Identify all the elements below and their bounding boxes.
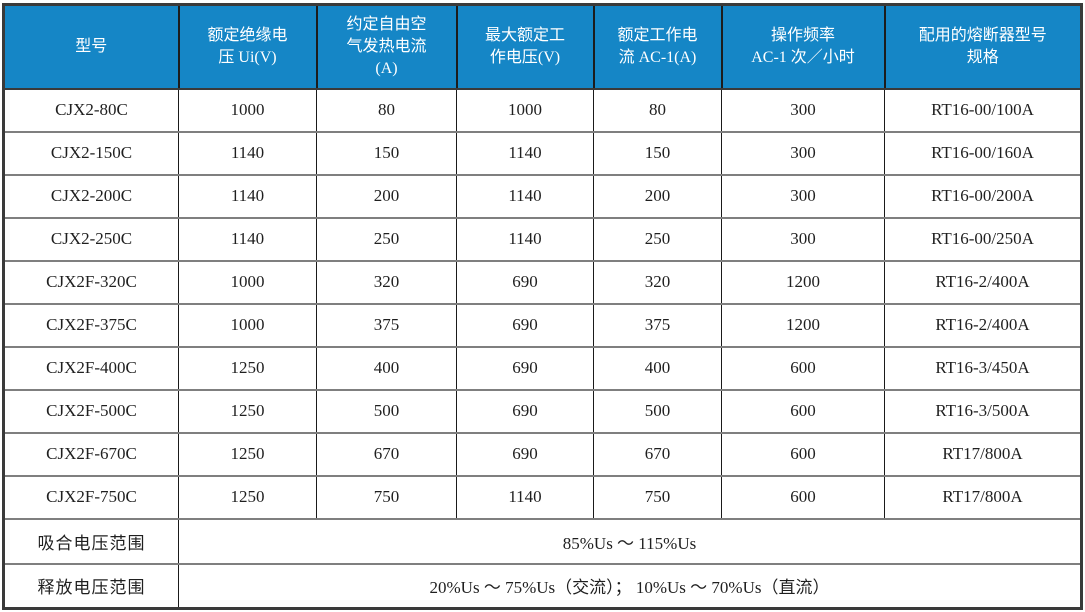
cell-fuse-model: RT17/800A xyxy=(884,431,1082,477)
cell-max-rated-working-voltage: 1140 xyxy=(456,130,594,176)
cell-model: CJX2-80C xyxy=(3,87,179,133)
cell-max-rated-working-voltage: 690 xyxy=(456,345,594,391)
table-row: CJX2-80C 1000 80 1000 80 300 RT16-00/100A xyxy=(3,87,1082,133)
cell-rated-insulation-voltage: 1250 xyxy=(178,431,317,477)
cell-model: CJX2-200C xyxy=(3,173,179,219)
cell-rated-working-current-ac1: 80 xyxy=(593,87,722,133)
cell-fuse-model: RT16-3/500A xyxy=(884,388,1082,434)
col-header-rated-insulation-voltage: 额定绝缘电 压 Ui(V) xyxy=(177,4,318,90)
table-row: CJX2F-400C 1250 400 690 400 600 RT16-3/450A xyxy=(3,345,1082,391)
cell-max-rated-working-voltage: 1140 xyxy=(456,173,594,219)
cell-fuse-model: RT16-00/100A xyxy=(884,87,1082,133)
cell-operating-frequency: 600 xyxy=(721,431,885,477)
table-row: CJX2-250C 1140 250 1140 250 300 RT16-00/250A xyxy=(3,216,1082,262)
cell-rated-working-current-ac1: 500 xyxy=(593,388,722,434)
col-header-operating-frequency: 操作频率 AC-1 次／小时 xyxy=(720,4,886,90)
cell-rated-insulation-voltage: 1000 xyxy=(178,87,317,133)
table-row: CJX2F-500C 1250 500 690 500 600 RT16-3/500A xyxy=(3,388,1082,434)
cell-conventional-free-air-thermal-current: 750 xyxy=(316,474,457,520)
cell-model: CJX2F-670C xyxy=(3,431,179,477)
table-row: CJX2F-375C 1000 375 690 375 1200 RT16-2/400A xyxy=(3,302,1082,348)
cell-rated-working-current-ac1: 150 xyxy=(593,130,722,176)
pickup-voltage-range-label: 吸合电压范围 xyxy=(3,517,179,565)
cell-rated-insulation-voltage: 1140 xyxy=(178,216,317,262)
cell-max-rated-working-voltage: 690 xyxy=(456,302,594,348)
cell-conventional-free-air-thermal-current: 500 xyxy=(316,388,457,434)
cell-rated-working-current-ac1: 750 xyxy=(593,474,722,520)
cell-operating-frequency: 600 xyxy=(721,388,885,434)
cell-conventional-free-air-thermal-current: 250 xyxy=(316,216,457,262)
table-row: CJX2F-670C 1250 670 690 670 600 RT17/800A xyxy=(3,431,1082,477)
cell-operating-frequency: 600 xyxy=(721,345,885,391)
cell-conventional-free-air-thermal-current: 200 xyxy=(316,173,457,219)
footer-row-release-voltage: 释放电压范围 20%Us ～ 75%Us（交流）； 10%Us ～ 70%Us（… xyxy=(3,562,1082,610)
cell-rated-working-current-ac1: 400 xyxy=(593,345,722,391)
cell-max-rated-working-voltage: 1140 xyxy=(456,216,594,262)
cell-model: CJX2F-750C xyxy=(3,474,179,520)
cell-operating-frequency: 300 xyxy=(721,130,885,176)
cell-model: CJX2F-320C xyxy=(3,259,179,305)
cell-conventional-free-air-thermal-current: 80 xyxy=(316,87,457,133)
cell-rated-insulation-voltage: 1250 xyxy=(178,345,317,391)
cell-rated-insulation-voltage: 1250 xyxy=(178,388,317,434)
col-header-conventional-free-air-thermal-current: 约定自由空 气发热电流 (A) xyxy=(315,4,458,90)
table-row: CJX2F-750C 1250 750 1140 750 600 RT17/800A xyxy=(3,474,1082,520)
table-row: CJX2F-320C 1000 320 690 320 1200 RT16-2/400A xyxy=(3,259,1082,305)
release-voltage-range-label: 释放电压范围 xyxy=(3,562,179,610)
cell-rated-insulation-voltage: 1000 xyxy=(178,259,317,305)
cell-model: CJX2F-400C xyxy=(3,345,179,391)
cell-fuse-model: RT16-2/400A xyxy=(884,259,1082,305)
cell-max-rated-working-voltage: 1140 xyxy=(456,474,594,520)
release-voltage-range-value: 20%Us ～ 75%Us（交流）； 10%Us ～ 70%Us（直流） xyxy=(178,562,1082,610)
cell-max-rated-working-voltage: 1000 xyxy=(456,87,594,133)
cell-conventional-free-air-thermal-current: 375 xyxy=(316,302,457,348)
table-row: CJX2-150C 1140 150 1140 150 300 RT16-00/160A xyxy=(3,130,1082,176)
cell-fuse-model: RT16-00/160A xyxy=(884,130,1082,176)
pickup-voltage-range-value: 85%Us ～ 115%Us xyxy=(178,517,1082,565)
cell-max-rated-working-voltage: 690 xyxy=(456,388,594,434)
cell-conventional-free-air-thermal-current: 670 xyxy=(316,431,457,477)
cell-conventional-free-air-thermal-current: 150 xyxy=(316,130,457,176)
table-footer: 吸合电压范围 85%Us ～ 115%Us 释放电压范围 20%Us ～ 75%… xyxy=(3,517,1082,610)
col-header-max-rated-working-voltage: 最大额定工 作电压(V) xyxy=(455,4,595,90)
cell-rated-working-current-ac1: 200 xyxy=(593,173,722,219)
contactor-spec-table: 型号 额定绝缘电 压 Ui(V) 约定自由空 气发热电流 (A) 最大额定工 作… xyxy=(2,3,1083,610)
col-header-model: 型号 xyxy=(2,4,180,90)
cell-fuse-model: RT16-00/250A xyxy=(884,216,1082,262)
cell-model: CJX2-250C xyxy=(3,216,179,262)
cell-rated-insulation-voltage: 1000 xyxy=(178,302,317,348)
cell-rated-insulation-voltage: 1140 xyxy=(178,173,317,219)
cell-operating-frequency: 300 xyxy=(721,87,885,133)
footer-row-pickup-voltage: 吸合电压范围 85%Us ～ 115%Us xyxy=(3,517,1082,565)
cell-rated-working-current-ac1: 250 xyxy=(593,216,722,262)
cell-fuse-model: RT16-2/400A xyxy=(884,302,1082,348)
table-header: 型号 额定绝缘电 压 Ui(V) 约定自由空 气发热电流 (A) 最大额定工 作… xyxy=(2,4,1083,90)
cell-operating-frequency: 1200 xyxy=(721,259,885,305)
cell-rated-insulation-voltage: 1140 xyxy=(178,130,317,176)
col-header-rated-working-current-ac1: 额定工作电 流 AC-1(A) xyxy=(592,4,723,90)
cell-model: CJX2-150C xyxy=(3,130,179,176)
cell-fuse-model: RT16-3/450A xyxy=(884,345,1082,391)
header-row: 型号 额定绝缘电 压 Ui(V) 约定自由空 气发热电流 (A) 最大额定工 作… xyxy=(2,4,1083,90)
cell-model: CJX2F-375C xyxy=(3,302,179,348)
cell-fuse-model: RT17/800A xyxy=(884,474,1082,520)
cell-rated-insulation-voltage: 1250 xyxy=(178,474,317,520)
col-header-fuse-model: 配用的熔断器型号 规格 xyxy=(883,4,1083,90)
cell-rated-working-current-ac1: 375 xyxy=(593,302,722,348)
cell-operating-frequency: 300 xyxy=(721,216,885,262)
table-row: CJX2-200C 1140 200 1140 200 300 RT16-00/200A xyxy=(3,173,1082,219)
cell-operating-frequency: 600 xyxy=(721,474,885,520)
cell-rated-working-current-ac1: 670 xyxy=(593,431,722,477)
cell-conventional-free-air-thermal-current: 400 xyxy=(316,345,457,391)
table-body: CJX2-80C 1000 80 1000 80 300 RT16-00/100A CJX2-… xyxy=(3,87,1082,520)
cell-model: CJX2F-500C xyxy=(3,388,179,434)
cell-max-rated-working-voltage: 690 xyxy=(456,431,594,477)
cell-conventional-free-air-thermal-current: 320 xyxy=(316,259,457,305)
cell-max-rated-working-voltage: 690 xyxy=(456,259,594,305)
cell-operating-frequency: 1200 xyxy=(721,302,885,348)
cell-operating-frequency: 300 xyxy=(721,173,885,219)
cell-rated-working-current-ac1: 320 xyxy=(593,259,722,305)
cell-fuse-model: RT16-00/200A xyxy=(884,173,1082,219)
